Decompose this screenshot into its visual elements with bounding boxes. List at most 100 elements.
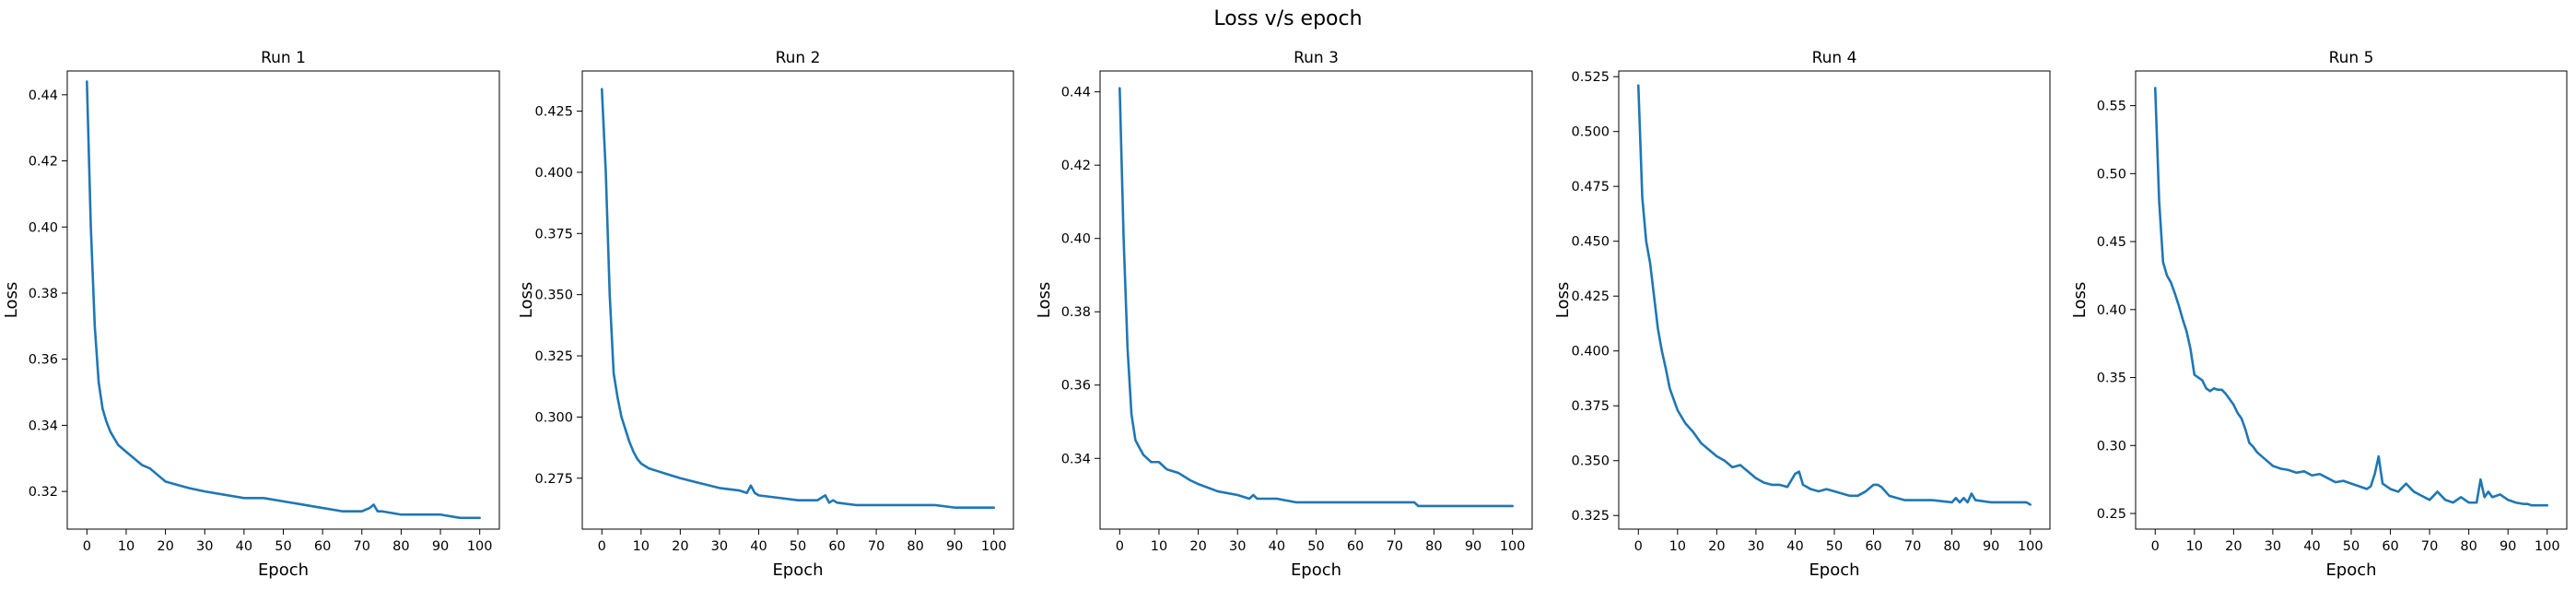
x-axis-label: Epoch [1291,560,1341,580]
subplot-title: Run 1 [261,49,306,67]
y-tick-label: 0.350 [534,289,573,303]
x-tick-label: 80 [1943,539,1960,554]
x-tick-label: 100 [2535,539,2560,554]
x-tick-label: 40 [236,539,252,554]
y-tick-label: 0.30 [2097,439,2126,454]
y-tick-label: 0.500 [1571,125,1610,140]
x-tick-label: 40 [1269,539,1285,554]
x-tick-label: 30 [711,539,728,554]
x-tick-label: 90 [2500,539,2516,554]
x-tick-label: 90 [1983,539,1999,554]
y-tick-label: 0.425 [1571,289,1610,304]
x-tick-label: 10 [1669,539,1686,554]
subplot-run-2: Run 2 0 10 20 30 40 50 60 70 80 90 100 0.275 0.300 0.3… [517,49,1014,580]
y-tick-label: 0.36 [29,353,58,368]
y-tick-label: 0.400 [1571,345,1610,360]
axes-frame [1099,70,1533,530]
loss-line-run-4 [1636,84,2032,506]
y-tick-label: 0.40 [29,220,58,235]
x-tick-label: 100 [1500,539,1526,554]
subplot-run-5: Run 5 0 10 20 30 40 50 60 70 80 90 100 0.25 0.30 0.35 0… [2070,49,2568,580]
x-tick-label: 60 [1347,539,1364,554]
x-tick-label: 30 [2265,539,2281,554]
y-tick-label: 0.325 [534,349,573,364]
y-axis-label: Loss [1553,282,1573,318]
y-tick-label: 0.38 [1061,305,1091,320]
y-tick-label: 0.400 [534,166,573,181]
x-axis-label: Epoch [2325,560,2376,580]
x-tick-label: 50 [790,539,806,554]
x-tick-label: 20 [672,539,688,554]
x-tick-label: 40 [750,539,767,554]
x-axis-label: Epoch [1809,560,1859,580]
subplot-title: Run 5 [2329,49,2374,67]
x-tick-label: 90 [946,539,963,554]
x-tick-label: 10 [118,539,135,554]
y-tick-label: 0.475 [1571,180,1610,195]
x-tick-label: 90 [432,539,449,554]
y-tick-label: 0.350 [1571,454,1610,469]
y-tick-label: 0.525 [1571,70,1610,85]
x-tick-label: 60 [828,539,845,554]
subplot-title: Run 4 [1812,49,1857,67]
y-tick-label: 0.40 [1061,232,1091,247]
y-tick-label: 0.375 [534,227,573,242]
x-tick-label: 80 [2460,539,2476,554]
y-tick-label: 0.55 [2097,100,2126,114]
x-tick-label: 40 [1786,539,1803,554]
x-tick-label: 70 [354,539,370,554]
y-tick-label: 0.425 [534,105,573,120]
x-tick-label: 50 [275,539,291,554]
y-tick-label: 0.375 [1571,399,1610,414]
x-tick-label: 70 [868,539,884,554]
y-tick-label: 0.25 [2097,507,2126,522]
x-tick-label: 70 [2421,539,2438,554]
y-tick-label: 0.32 [29,485,58,500]
x-axis-label: Epoch [772,560,823,580]
y-tick-label: 0.44 [1061,86,1091,100]
x-tick-label: 0 [1634,539,1643,554]
y-tick-label: 0.38 [29,287,58,301]
x-tick-label: 10 [633,539,650,554]
subplot-run-4: Run 4 0 10 20 30 40 50 60 70 80 90 100 0.325 0.350 0.3… [1553,49,2051,580]
x-tick-label: 80 [1425,539,1442,554]
x-tick-label: 0 [83,539,91,554]
x-tick-label: 80 [907,539,923,554]
x-tick-label: 0 [2151,539,2160,554]
y-axis-label: Loss [2,282,21,318]
y-tick-label: 0.35 [2097,371,2126,386]
x-tick-label: 60 [1865,539,1881,554]
y-tick-label: 0.325 [1571,509,1610,524]
subplot-run-1: Run 1 0 10 20 30 40 50 60 70 80 90 100 0.32 0.34 0.36 0… [2,49,500,580]
subplot-title: Run 3 [1294,49,1339,67]
figure-title: Loss v/s epoch [1213,7,1362,30]
subplot-title: Run 2 [776,49,821,67]
x-tick-label: 100 [981,539,1007,554]
x-tick-label: 50 [1307,539,1324,554]
x-tick-label: 40 [2303,539,2320,554]
x-tick-label: 0 [598,539,606,554]
y-tick-label: 0.275 [534,472,573,487]
x-tick-label: 90 [1465,539,1481,554]
axes-frame [1618,70,2051,530]
x-tick-label: 20 [2225,539,2242,554]
y-axis-label: Loss [2070,282,2090,318]
y-tick-label: 0.45 [2097,235,2126,250]
y-tick-label: 0.34 [1061,452,1091,466]
x-tick-label: 30 [196,539,213,554]
x-tick-label: 70 [1904,539,1921,554]
x-tick-label: 100 [467,539,493,554]
x-tick-label: 70 [1387,539,1403,554]
y-axis-label: Loss [517,282,536,318]
x-tick-label: 80 [392,539,409,554]
subplot-run-3: Run 3 0 10 20 30 40 50 60 70 80 90 100 0.34 0.36 0.38 0… [1035,49,1533,580]
axes-frame [66,70,500,530]
loss-line-run-2 [600,88,996,509]
axes-frame [2135,70,2568,530]
loss-line-run-1 [86,80,481,520]
x-axis-label: Epoch [258,560,309,580]
y-tick-label: 0.50 [2097,167,2126,182]
y-axis-label: Loss [1035,282,1054,318]
x-tick-label: 50 [1826,539,1843,554]
x-tick-label: 20 [157,539,173,554]
